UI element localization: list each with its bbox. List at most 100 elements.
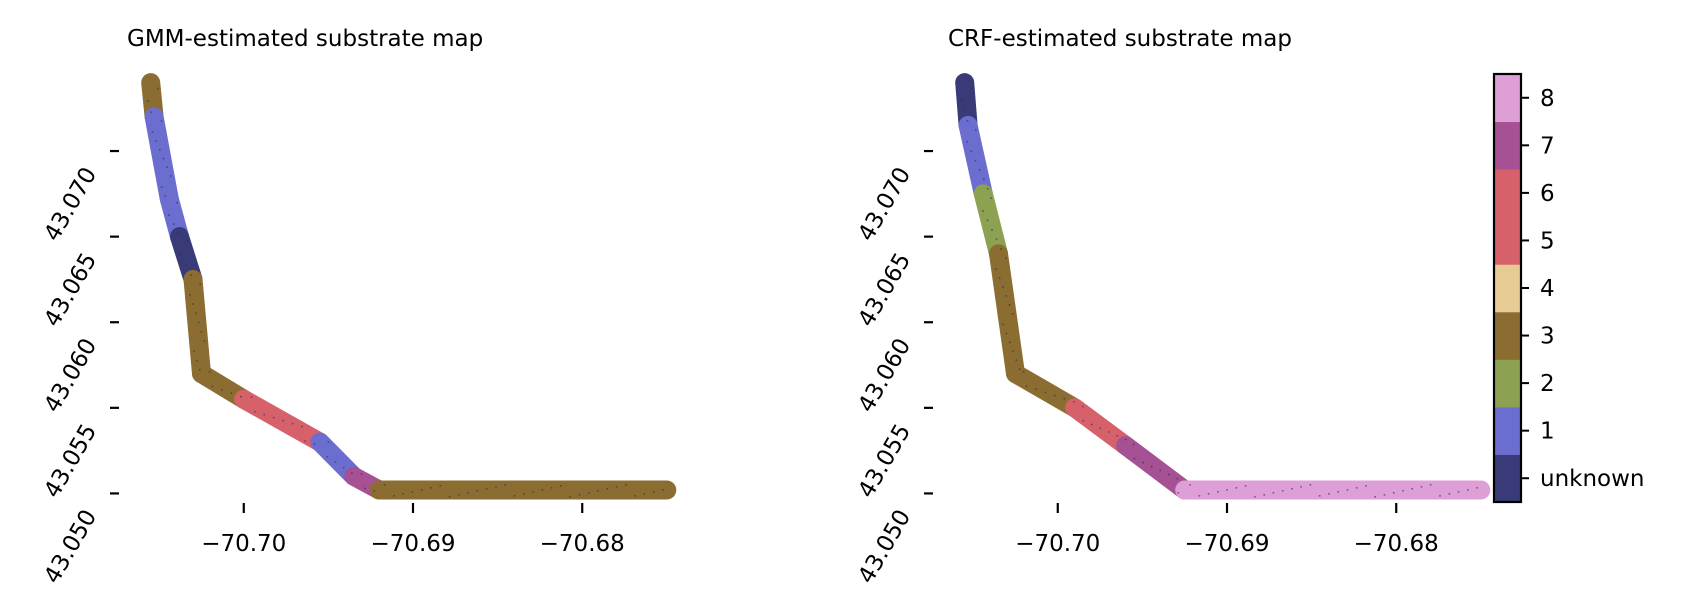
track-speckle [193,350,195,353]
y-tick-label: 43.050 [853,505,916,588]
track-speckle [327,441,330,443]
track-speckle [1005,257,1007,260]
track-speckle [1035,388,1037,390]
track-speckle [1177,492,1179,494]
track-speckle [597,490,599,492]
track-speckle [166,166,168,169]
track-segment [958,115,993,204]
track-speckle [625,484,627,486]
track-speckle [254,410,256,413]
track-speckle [987,187,989,190]
track-speckle [485,488,488,490]
y-tick-label: 43.060 [39,334,102,417]
colorbar-tick-label: 6 [1540,181,1555,207]
track-speckle [1402,490,1404,492]
track-speckle [971,87,973,89]
track-speckle [151,131,154,133]
track-speckle [569,496,571,498]
track-speckle [1008,341,1011,344]
track-speckle [966,141,969,143]
track-speckle [1176,477,1179,480]
track-speckle [458,494,460,496]
colorbar-tick-label: 7 [1540,133,1555,159]
x-tick-label: −70.68 [540,531,625,557]
track-speckle [1133,457,1136,460]
track-segment [1065,398,1135,455]
track-speckle [1429,484,1432,486]
track-speckle [1300,486,1302,488]
track-speckle [162,157,165,160]
track-speckle [963,109,966,112]
track-speckle [342,466,345,469]
track-speckle [383,484,386,486]
track-speckle [240,395,242,398]
track-speckle [192,303,194,305]
track-speckle [1309,484,1312,486]
track-speckle [313,443,316,445]
track-speckle [995,268,998,270]
track-speckle [160,120,163,122]
track-speckle [208,371,211,373]
track-speckle [1235,487,1238,489]
track-speckle [1168,473,1170,476]
track-speckle [1002,286,1004,288]
track-speckle [230,392,233,394]
y-tick-label: 43.070 [39,163,102,246]
track-speckle [550,487,553,489]
colorbar-band [1494,121,1521,170]
track-speckle [991,229,993,231]
track-speckle [1281,490,1284,492]
track-speckle [326,455,329,458]
track-speckle [186,240,189,242]
track-speckle [439,485,442,487]
track-segment [144,107,179,209]
track-speckle [1132,443,1135,446]
track-speckle [1420,486,1423,488]
colorbar-tick-label: 3 [1540,324,1555,350]
track-speckle [652,491,655,493]
track-speckle [476,490,479,492]
track-speckle [393,495,395,497]
colorbar-tick-label: 5 [1540,228,1555,254]
colorbar-band [1494,406,1521,455]
track-speckle [430,487,432,489]
track-speckle [351,472,353,474]
track-speckle [1439,495,1441,497]
colorbar-tick-label: 8 [1540,86,1555,112]
x-tick-label: −70.69 [1184,531,1269,557]
track-speckle [615,486,618,488]
track-speckle [1082,419,1085,422]
track-speckle [1392,492,1395,494]
track-speckle [523,493,525,495]
track-speckle [185,264,187,266]
y-tick-label: 43.065 [39,249,102,332]
track-speckle [1374,496,1376,498]
track-speckle [1346,489,1349,491]
colorbar-band [1494,264,1521,313]
track-segment [1006,364,1085,418]
track-speckle [982,210,984,212]
track-speckle [1107,431,1110,433]
track-speckle [199,369,201,371]
track-speckle [1328,493,1330,495]
colorbar-tick-label: 2 [1540,371,1555,397]
track-speckle [662,489,664,491]
track-speckle [199,283,201,286]
track-speckle [1254,496,1256,498]
track-speckle [643,493,646,495]
track-speckle [998,277,1001,279]
track-speckle [1355,487,1358,489]
colorbar-band [1494,74,1521,123]
track-speckle [172,223,175,225]
colorbar-tick-label: 1 [1540,419,1555,445]
track-speckle [1467,489,1469,491]
track-speckle [1272,492,1275,494]
y-tick-label: 43.055 [853,420,916,503]
x-tick-label: −70.70 [1015,531,1100,557]
track-speckle [970,150,973,153]
track-speckle [1025,385,1028,387]
track-speckle [1217,491,1219,493]
